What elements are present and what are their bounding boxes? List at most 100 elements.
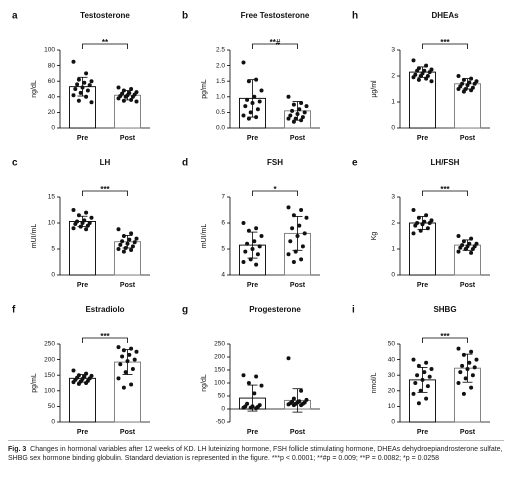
- data-point: [299, 208, 304, 212]
- y-tick-label: 30: [388, 372, 396, 379]
- y-tick-label: 150: [44, 372, 55, 379]
- data-point: [299, 118, 304, 123]
- data-point: [460, 363, 465, 368]
- data-point: [302, 231, 307, 236]
- caption-label: Fig. 3: [8, 446, 27, 453]
- significance-label: ***: [440, 332, 450, 341]
- y-tick-label: 50: [388, 341, 396, 348]
- data-point: [286, 356, 291, 361]
- y-tick-label: 6: [221, 220, 225, 227]
- data-point: [89, 215, 94, 220]
- data-point: [116, 247, 121, 251]
- data-point: [252, 239, 257, 244]
- data-point: [424, 213, 429, 218]
- data-point: [82, 80, 87, 85]
- data-point: [248, 405, 253, 410]
- data-point: [424, 63, 429, 68]
- data-point: [286, 252, 291, 257]
- data-point: [116, 376, 121, 381]
- y-tick-label: 10: [388, 403, 396, 410]
- data-point: [254, 77, 259, 82]
- data-point: [304, 104, 309, 109]
- caption-text: Changes in hormonal variables after 12 w…: [8, 446, 503, 462]
- data-point: [411, 357, 416, 362]
- data-point: [418, 228, 423, 233]
- data-point: [84, 227, 89, 232]
- data-point: [293, 249, 298, 254]
- data-point: [241, 221, 246, 225]
- data-point: [76, 98, 81, 103]
- y-tick-label: 250: [44, 341, 55, 348]
- x-tick-label: Pre: [247, 282, 258, 289]
- data-point: [288, 239, 293, 244]
- data-point: [78, 224, 83, 229]
- data-point: [123, 245, 128, 250]
- y-tick-label: 2.0: [216, 62, 225, 69]
- x-tick-label: Post: [460, 135, 476, 142]
- data-point: [129, 382, 134, 387]
- y-tick-label: 100: [44, 388, 55, 395]
- data-point: [127, 237, 132, 242]
- x-tick-label: Pre: [417, 282, 428, 289]
- data-point: [286, 116, 291, 121]
- data-point: [291, 260, 296, 264]
- x-tick-label: Pre: [417, 429, 428, 436]
- data-point: [254, 406, 259, 411]
- data-point: [299, 257, 304, 262]
- data-point: [470, 247, 475, 251]
- data-point: [121, 249, 126, 254]
- data-point: [420, 377, 425, 382]
- y-axis-label: mUI/mL: [201, 224, 208, 249]
- data-point: [469, 349, 474, 354]
- data-point: [461, 391, 466, 396]
- caption: Fig. 3 Changes in hormonal variables aft…: [8, 440, 504, 495]
- x-tick-label: Pre: [77, 429, 88, 436]
- data-point: [71, 380, 76, 385]
- data-point: [469, 250, 474, 255]
- data-point: [121, 385, 126, 390]
- data-point: [427, 70, 432, 75]
- data-point: [291, 102, 296, 107]
- data-point: [411, 391, 416, 396]
- bar: [69, 220, 96, 276]
- data-point: [458, 370, 463, 375]
- data-point: [295, 234, 300, 238]
- data-point: [472, 365, 477, 370]
- data-point: [461, 239, 466, 244]
- significance-label: **: [102, 38, 109, 47]
- data-point: [290, 108, 295, 113]
- significance-bracket: [82, 337, 128, 343]
- y-tick-label: 1.0: [216, 94, 225, 101]
- data-point: [73, 87, 78, 91]
- data-point: [87, 83, 92, 88]
- data-point: [241, 60, 246, 65]
- y-tick-label: 0: [221, 406, 225, 413]
- data-point: [84, 94, 89, 99]
- data-point: [295, 111, 300, 116]
- data-point: [80, 221, 85, 225]
- data-point: [243, 104, 248, 109]
- data-point: [257, 99, 262, 104]
- panel-letter: a: [12, 11, 18, 22]
- data-point: [121, 98, 126, 103]
- panel-letter: g: [182, 305, 188, 316]
- chart-title: DHEAs: [431, 11, 459, 20]
- data-point: [129, 231, 134, 236]
- data-point: [416, 77, 421, 82]
- data-point: [286, 402, 291, 407]
- panel-letter: d: [182, 158, 188, 169]
- data-point: [118, 362, 123, 367]
- data-point: [89, 100, 94, 105]
- data-point: [248, 110, 253, 115]
- y-tick-label: 60: [48, 78, 56, 85]
- data-point: [129, 346, 134, 351]
- x-tick-label: Pre: [247, 429, 258, 436]
- chart-title: LH: [100, 158, 111, 167]
- panel-letter: h: [352, 11, 358, 22]
- data-point: [469, 385, 474, 390]
- data-point: [288, 113, 293, 118]
- y-tick-label: 2: [391, 220, 395, 227]
- chart-title: Progesterone: [249, 305, 301, 314]
